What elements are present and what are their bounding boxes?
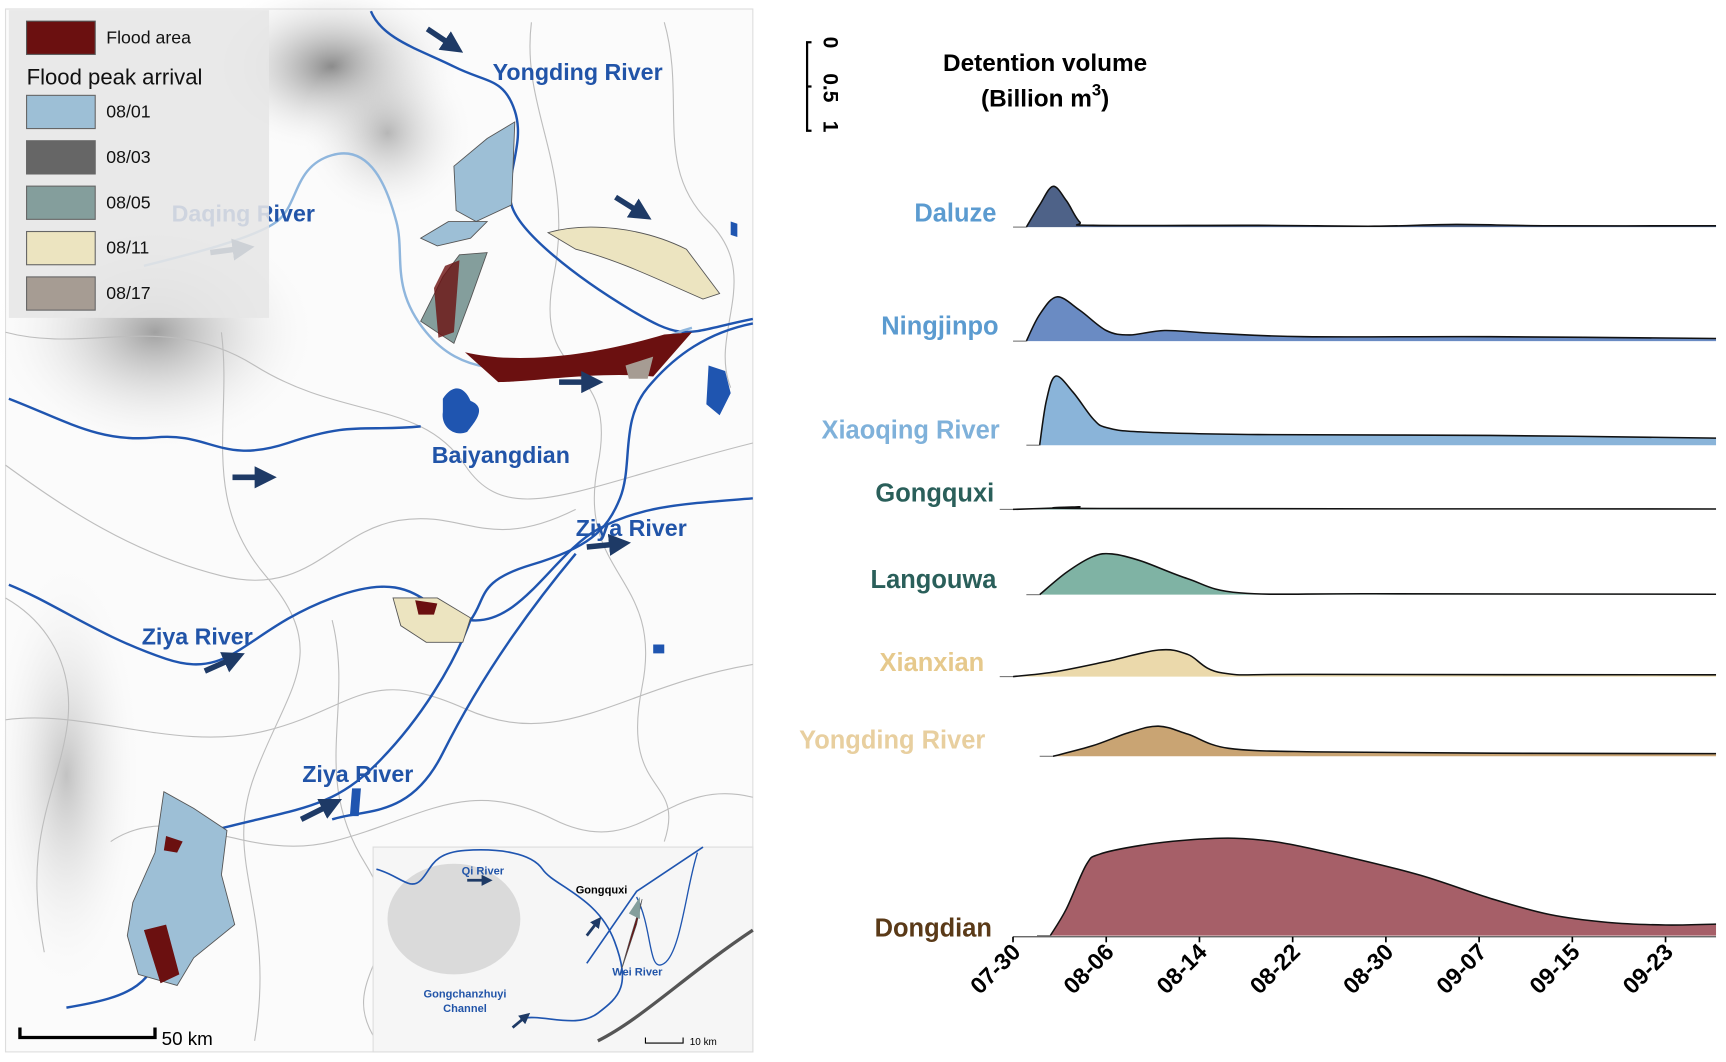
scale-tick-0: 0 [819, 37, 842, 49]
ridge-area [1013, 649, 1717, 677]
inset-label-wei-river: Wei River [612, 967, 663, 979]
flood-map: Yongding River Daqing River Baiyangdian … [0, 0, 754, 1053]
ridge-area [1026, 186, 1717, 228]
district-boundaries [5, 22, 753, 1042]
legend-swatch [26, 276, 96, 311]
ridge-line [1039, 552, 1717, 596]
inset-label-gongquxi: Gongquxi [576, 885, 628, 897]
baiyangdian-lake [442, 388, 480, 434]
ridge-label: Yongding River [799, 727, 985, 755]
ridge-label: Xiaoqing River [822, 417, 1000, 445]
legend-label: 08/05 [106, 192, 150, 212]
legend-swatch [26, 230, 96, 266]
inset-scale-bar [644, 1037, 684, 1044]
ridge-line [1038, 375, 1717, 446]
tributary-2 [331, 552, 577, 821]
ridge-line [1012, 505, 1717, 511]
scale-tick-0-5: 0.5 [819, 73, 842, 103]
inset-label-channel: Gongchanzhuyi [424, 989, 507, 1001]
x-tick-label: 09-23 [1618, 938, 1678, 998]
legend-label: 08/03 [106, 147, 150, 167]
map-legend: Flood area Flood peak arrival 08/01 08/03… [8, 10, 270, 318]
legend-label: 08/17 [106, 283, 150, 303]
legend-label: 08/11 [106, 238, 149, 258]
ridge-dongdian: Dongdian [875, 837, 1717, 943]
eastern-river [469, 322, 754, 621]
x-tick-label: 08-06 [1058, 938, 1118, 998]
ridge-line [1025, 185, 1717, 228]
ridge-area [1039, 553, 1717, 595]
scale-tick-1: 1 [819, 121, 842, 133]
ridge-langouwa: Langouwa [871, 552, 1717, 596]
ridge-ningjinpo: Ningjinpo [881, 296, 1717, 342]
unit-text: (Billion m [981, 85, 1092, 112]
x-tick-label: 09-07 [1431, 939, 1491, 999]
map-scale-bar: 50 km [18, 1027, 213, 1049]
ridge-area [1052, 726, 1717, 757]
chart-title: Detention volume [943, 50, 1147, 77]
ridge-line [1025, 296, 1717, 342]
ridge-line [1049, 837, 1717, 937]
legend-flood-area: Flood area [106, 27, 191, 47]
legend-swatch [26, 185, 96, 220]
x-tick-label: 07-30 [965, 939, 1025, 999]
legend-swatch [26, 94, 96, 130]
ridge-label: Dongdian [875, 915, 992, 943]
ridge-daluze: Daluze [914, 185, 1717, 228]
flood-zones [126, 121, 721, 986]
scale-label: 50 km [162, 1028, 213, 1049]
ridge-label: Gongquxi [875, 480, 994, 508]
arrow-icon [614, 194, 652, 220]
ridge-gongquxi: Gongquxi [875, 480, 1717, 511]
ridge-label: Daluze [914, 200, 996, 228]
inset-scale-label: 10 km [690, 1037, 717, 1048]
x-tick-label: 09-15 [1524, 938, 1584, 998]
inset-map: Qi River Gongquxi Gongchanzhuyi Channel … [372, 846, 754, 1053]
ridge-label: Ningjinpo [881, 312, 998, 340]
flood-area-swatch [26, 20, 96, 55]
unit-close: ) [1101, 85, 1109, 112]
volume-scale-bar: 0 0.5 1 [805, 37, 842, 133]
tributary [8, 397, 421, 452]
ridge-area [1026, 296, 1717, 342]
ridge-line [1052, 725, 1717, 758]
ridge-xiaoqing-river: Xiaoqing River [822, 375, 1717, 446]
arrow-icon [586, 533, 632, 556]
legend-label: 08/01 [106, 101, 150, 121]
x-axis: 07-30 08-06 08-14 08-22 08-30 09-07 09-15 09-23 [965, 936, 1717, 999]
label-ziya-river: Ziya River [302, 761, 413, 787]
legend-swatch [26, 140, 96, 175]
ridgeline-chart: 0 0.5 1 Detention volume (Billion m3) Da… [799, 37, 1717, 999]
arrow-icon [203, 652, 245, 674]
inset-label-channel: Channel [443, 1003, 487, 1015]
ridge-area [1039, 375, 1717, 446]
ziya-river-north [8, 497, 753, 666]
label-baiyangdian: Baiyangdian [432, 442, 570, 468]
inset-label-qi-river: Qi River [462, 866, 505, 878]
ridge-label: Langouwa [871, 566, 998, 594]
chart-unit: (Billion m3) [981, 80, 1109, 112]
x-tick-label: 08-22 [1245, 939, 1305, 999]
x-tick-label: 08-30 [1338, 939, 1398, 999]
ridge-area [1050, 838, 1717, 936]
ridge-yongding-river: Yongding River [799, 725, 1717, 758]
ridge-xianxian: Xianxian [880, 648, 1717, 678]
ridge-line [1012, 648, 1717, 678]
ridge-label: Xianxian [880, 649, 985, 677]
label-ziya-river: Ziya River [576, 515, 687, 541]
arrow-icon [425, 26, 464, 53]
unit-superscript: 3 [1092, 80, 1101, 99]
legend-title: Flood peak arrival [27, 64, 203, 89]
arrow-icon [299, 798, 343, 822]
label-ziya-river: Ziya River [142, 623, 253, 649]
label-yongding-river: Yongding River [493, 59, 663, 85]
x-tick-label: 08-14 [1151, 938, 1211, 998]
